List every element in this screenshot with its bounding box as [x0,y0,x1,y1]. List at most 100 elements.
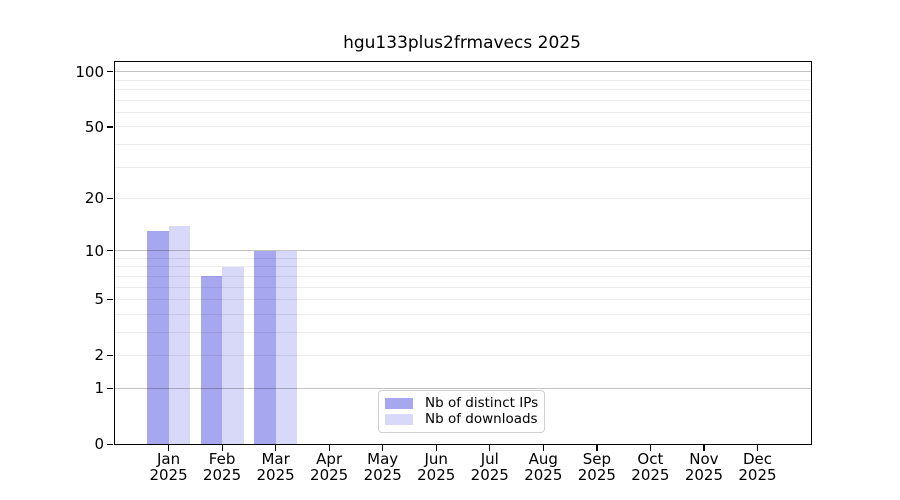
major-gridline-10 [115,250,811,252]
y-tick-label-20: 20 [84,189,104,208]
x-tick-mark-aug [542,445,544,451]
x-tick-label-apr: Apr 2025 [301,451,357,483]
x-tick-mark-jun [435,445,437,451]
y-tick-label-0: 0 [94,435,104,453]
minor-gridline-20 [115,197,811,199]
x-tick-year: 2025 [256,466,295,484]
major-gridline-100 [115,71,811,73]
y-tick-label-5: 5 [94,290,104,309]
legend-swatch-downloads-icon [385,414,413,425]
y-tick-mark-2 [107,354,113,357]
chart-title: hgu133plus2frmavecs 2025 [343,33,581,53]
x-tick-label-nov: Nov 2025 [676,451,732,483]
y-tick-mark-1 [107,387,113,389]
minor-gridline-8 [115,266,811,268]
x-tick-year: 2025 [310,466,349,484]
x-tick-month: Oct [637,450,664,468]
legend-item-distinct-ips: Nb of distinct IPs [385,396,538,411]
x-tick-month: Dec [742,450,772,468]
major-gridline-1 [115,387,811,389]
x-tick-label-jun: Jun 2025 [408,451,464,483]
bar-mar-downloads [275,250,298,444]
x-tick-mark-jan [168,445,170,451]
x-tick-year: 2025 [149,466,188,484]
x-tick-label-aug: Aug 2025 [515,451,571,483]
y-tick-label-100: 100 [75,62,104,81]
minor-gridline-5 [115,298,811,300]
x-tick-month: May [367,450,399,468]
minor-gridline-4 [115,313,811,315]
y-tick-mark-50 [107,126,113,128]
y-tick-label-10: 10 [84,241,104,260]
bars-layer [115,62,811,444]
plot-area: Nb of distinct IPs Nb of downloads [114,61,812,445]
x-tick-label-feb: Feb 2025 [194,451,250,483]
x-tick-label-dec: Dec 2025 [729,451,785,483]
x-tick-month: Feb [208,450,236,468]
x-tick-label-sep: Sep 2025 [569,451,625,483]
minor-gridline-30 [115,166,811,168]
minor-gridline-80 [115,89,811,91]
x-tick-year: 2025 [577,466,616,484]
x-tick-year: 2025 [202,466,242,484]
x-tick-mark-oct [649,445,652,451]
minor-gridline-90 [115,79,811,81]
x-tick-label-oct: Oct 2025 [622,451,678,483]
x-tick-label-jan: Jan 2025 [141,451,197,483]
minor-gridline-40 [115,143,811,145]
x-tick-mark-nov [703,445,705,451]
bar-jan-distinct-ips [147,231,169,444]
y-tick-mark-20 [107,197,113,200]
x-tick-year: 2025 [631,466,670,484]
minor-gridline-6 [115,286,811,288]
x-tick-month: Nov [689,450,719,468]
x-tick-month: Sep [582,450,611,468]
x-tick-label-may: May 2025 [355,451,411,483]
x-tick-year: 2025 [417,466,456,484]
y-tick-label-2: 2 [94,346,104,365]
bar-feb-downloads [222,266,244,444]
x-tick-mark-jul [489,445,491,451]
x-tick-year: 2025 [524,466,563,484]
x-tick-year: 2025 [363,466,402,484]
x-tick-month: Apr [316,450,343,468]
x-tick-mark-sep [596,445,598,451]
y-tick-mark-5 [107,298,113,301]
x-tick-year: 2025 [738,466,777,484]
minor-gridline-60 [115,111,811,113]
x-tick-mark-feb [221,445,223,451]
minor-gridline-9 [115,257,811,259]
minor-gridline-7 [115,275,811,277]
x-tick-mark-mar [275,445,277,451]
x-tick-month: Jul [480,450,499,468]
minor-gridline-50 [115,126,811,128]
legend-label-downloads: Nb of downloads [425,411,538,427]
legend-label-distinct-ips: Nb of distinct IPs [425,395,539,411]
x-tick-label-mar: Mar 2025 [248,451,304,483]
bar-jan-downloads [168,225,191,444]
legend-item-downloads: Nb of downloads [385,412,538,427]
x-tick-month: Aug [528,450,558,468]
x-tick-mark-apr [328,445,330,451]
x-tick-year: 2025 [470,466,509,484]
x-tick-mark-may [382,445,384,451]
minor-gridline-3 [115,331,811,333]
gridlines-layer [115,62,811,444]
bar-mar-distinct-ips [254,250,276,444]
minor-gridline-70 [115,99,811,101]
y-tick-label-1: 1 [94,379,104,398]
y-tick-label-50: 50 [84,117,104,136]
y-tick-mark-0 [107,443,113,445]
x-tick-month: Jan [156,450,181,468]
x-tick-mark-dec [756,445,759,451]
x-tick-month: Mar [261,450,290,468]
bar-feb-distinct-ips [200,276,223,444]
legend-swatch-distinct-ips-icon [385,398,413,409]
x-tick-month: Jun [424,450,448,468]
legend: Nb of distinct IPs Nb of downloads [378,390,545,433]
y-tick-mark-100 [107,71,113,73]
x-tick-year: 2025 [684,466,724,484]
x-tick-label-jul: Jul 2025 [462,451,518,483]
minor-gridline-2 [115,354,811,356]
